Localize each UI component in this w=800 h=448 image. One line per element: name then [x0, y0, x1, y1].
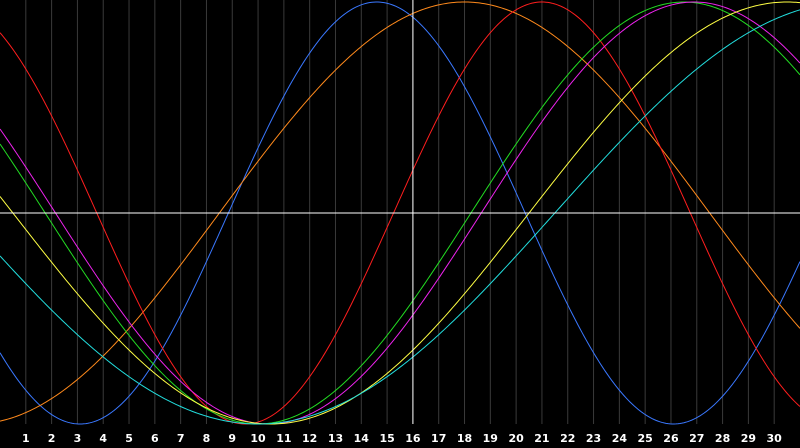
x-tick-label: 28 — [715, 432, 730, 445]
x-tick-label: 6 — [151, 432, 159, 445]
x-tick-label: 5 — [125, 432, 133, 445]
x-tick-label: 30 — [767, 432, 783, 445]
x-tick-label: 23 — [586, 432, 601, 445]
x-tick-label: 26 — [663, 432, 679, 445]
x-tick-label: 4 — [99, 432, 107, 445]
x-tick-label: 17 — [431, 432, 446, 445]
series-line-7 — [0, 9, 800, 425]
x-tick-label: 19 — [483, 432, 498, 445]
crosshair — [0, 0, 800, 424]
x-tick-label: 24 — [612, 432, 628, 445]
x-tick-label: 29 — [741, 432, 756, 445]
x-tick-label: 1 — [22, 432, 30, 445]
series-lines — [0, 1, 800, 425]
x-tick-label: 3 — [74, 432, 82, 445]
x-tick-label: 8 — [203, 432, 211, 445]
x-tick-label: 20 — [508, 432, 524, 445]
series-line-2 — [0, 1, 800, 422]
x-tick-label: 16 — [405, 432, 421, 445]
x-tick-label: 12 — [302, 432, 317, 445]
series-line-5 — [0, 1, 800, 425]
x-tick-label: 9 — [228, 432, 236, 445]
x-tick-label: 27 — [689, 432, 704, 445]
x-tick-label: 25 — [638, 432, 653, 445]
x-tick-label: 13 — [328, 432, 343, 445]
x-tick-label: 15 — [379, 432, 394, 445]
x-tick-label: 18 — [457, 432, 472, 445]
series-line-6 — [0, 1, 800, 425]
series-line-1 — [0, 1, 800, 425]
x-tick-label: 10 — [250, 432, 266, 445]
x-tick-label: 14 — [354, 432, 370, 445]
x-axis-ticks: 1 2 3 4 5 6 7 8 9 10 11 12 13 14 15 16 17 18 19 20 21 22 23 24 2… — [22, 432, 782, 445]
x-tick-label: 21 — [534, 432, 549, 445]
series-line-3 — [0, 1, 800, 425]
x-tick-label: 11 — [276, 432, 291, 445]
x-tick-label: 2 — [48, 432, 56, 445]
x-tick-label: 22 — [560, 432, 575, 445]
series-line-4 — [0, 1, 800, 425]
x-tick-label: 7 — [177, 432, 185, 445]
